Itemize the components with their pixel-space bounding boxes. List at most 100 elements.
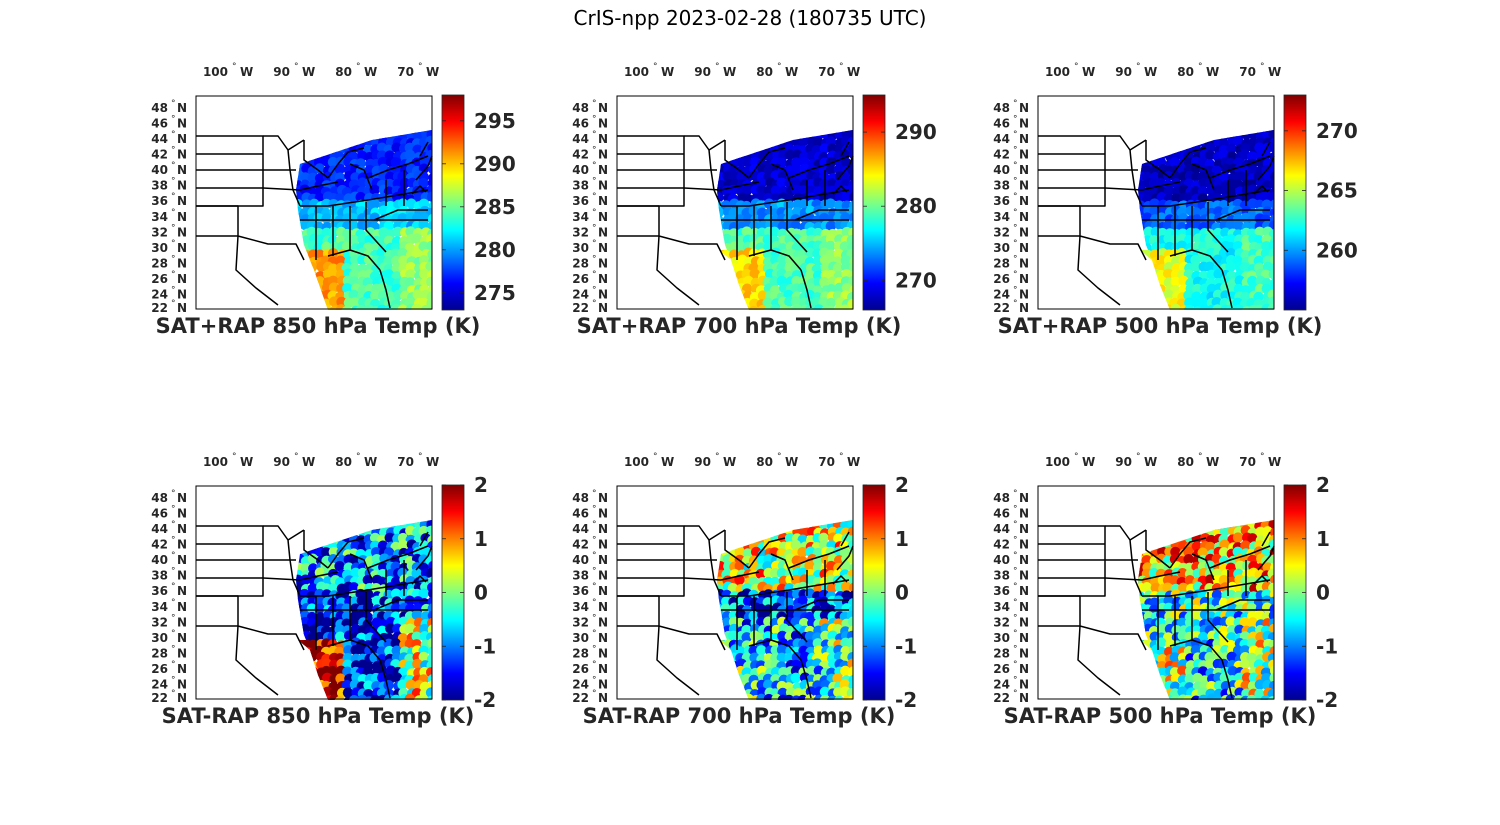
lon-hemisphere: W: [1206, 455, 1219, 469]
data-point: [1138, 185, 1147, 197]
data-point: [1269, 142, 1274, 153]
data-point: [1246, 694, 1258, 700]
lat-tick-label: 26: [572, 662, 589, 676]
state-line: [617, 205, 726, 261]
degree-mark: °: [592, 629, 597, 639]
colorbar-tick-label: 0: [474, 581, 488, 605]
data-point: [819, 276, 830, 288]
state-line: [720, 181, 760, 191]
lat-hemisphere: N: [1019, 163, 1029, 177]
state-boundaries: [196, 525, 433, 699]
lat-tick-label: 24: [993, 287, 1010, 301]
state-line: [786, 592, 808, 643]
lat-tick-label: 36: [151, 194, 168, 208]
state-line: [327, 147, 365, 179]
data-point: [1169, 156, 1180, 168]
state-line: [303, 530, 329, 569]
lat-tick-label: 30: [572, 241, 589, 255]
data-point: [1211, 589, 1223, 601]
lat-tick-label: 44: [572, 522, 589, 536]
state-line: [1207, 202, 1229, 253]
data-point: [390, 694, 402, 700]
data-point: [1270, 574, 1274, 585]
lon-hemisphere: W: [1144, 455, 1157, 469]
lat-hemisphere: N: [598, 569, 608, 583]
degree-mark: °: [356, 62, 361, 72]
data-point: [840, 581, 852, 592]
data-point: [825, 305, 836, 310]
data-point: [412, 658, 423, 670]
lat-hemisphere: N: [598, 272, 608, 286]
state-line: [1207, 592, 1229, 643]
colorbar-tick-label: 290: [895, 120, 937, 144]
degree-mark: °: [592, 689, 597, 699]
degree-mark: °: [592, 208, 597, 218]
lat-hemisphere: N: [1019, 507, 1029, 521]
lat-hemisphere: N: [1019, 584, 1029, 598]
state-line: [840, 531, 850, 547]
lat-hemisphere: N: [598, 241, 608, 255]
colorbar-tick-label: 290: [474, 152, 516, 176]
degree-mark: °: [592, 598, 597, 608]
colorbar-tick-label: 1: [895, 527, 909, 551]
data-point: [411, 631, 422, 642]
state-line: [720, 571, 760, 581]
lat-hemisphere: N: [598, 615, 608, 629]
degree-mark: °: [1013, 208, 1018, 218]
lat-hemisphere: N: [177, 194, 187, 208]
data-point: [1163, 268, 1174, 279]
data-point: [1233, 304, 1245, 310]
lat-tick-label: 22: [572, 691, 589, 705]
state-boundaries: [617, 135, 854, 309]
degree-mark: °: [592, 285, 597, 295]
lat-tick-label: 32: [572, 615, 589, 629]
degree-mark: °: [653, 62, 658, 72]
data-point: [418, 268, 430, 279]
data-point: [425, 687, 432, 698]
data-point: [748, 560, 759, 571]
lon-tick-label: 100: [624, 65, 649, 79]
state-line: [367, 545, 429, 569]
lon-hemisphere: W: [1268, 65, 1281, 79]
state-line: [1105, 135, 1143, 207]
lat-tick-label: 30: [993, 241, 1010, 255]
colorbar-tick-label: 1: [1316, 527, 1330, 551]
degree-mark: °: [592, 270, 597, 280]
degree-mark: °: [171, 644, 176, 654]
lon-hemisphere: W: [1144, 65, 1157, 79]
degree-mark: °: [356, 452, 361, 462]
data-point: [349, 297, 360, 308]
colorbar-tick-label: 1: [474, 527, 488, 551]
lat-tick-label: 42: [151, 538, 168, 552]
data-point: [755, 568, 767, 580]
data-point: [397, 304, 408, 310]
data-point: [426, 276, 432, 288]
lat-hemisphere: N: [177, 662, 187, 676]
lat-hemisphere: N: [1019, 600, 1029, 614]
coastline: [411, 155, 433, 195]
lat-hemisphere: N: [598, 132, 608, 146]
data-point: [1219, 171, 1230, 182]
data-point: [833, 533, 844, 544]
state-line: [788, 155, 850, 179]
degree-mark: °: [232, 452, 237, 462]
lat-hemisphere: N: [598, 631, 608, 645]
lat-tick-label: 32: [151, 225, 168, 239]
data-point: [1269, 665, 1274, 676]
state-boundaries: [1038, 525, 1275, 699]
degree-mark: °: [592, 520, 597, 530]
degree-mark: °: [1013, 239, 1018, 249]
data-point: [770, 185, 782, 196]
data-point: [369, 198, 381, 210]
data-point: [384, 532, 395, 544]
state-line: [299, 571, 339, 581]
state-line: [1038, 595, 1147, 651]
data-point: [405, 603, 416, 614]
state-line: [1191, 163, 1215, 191]
lon-hemisphere: W: [1082, 455, 1095, 469]
degree-mark: °: [171, 520, 176, 530]
degree-mark: °: [294, 452, 299, 462]
data-point: [804, 560, 815, 572]
state-line: [1209, 545, 1271, 569]
data-point: [329, 206, 340, 217]
